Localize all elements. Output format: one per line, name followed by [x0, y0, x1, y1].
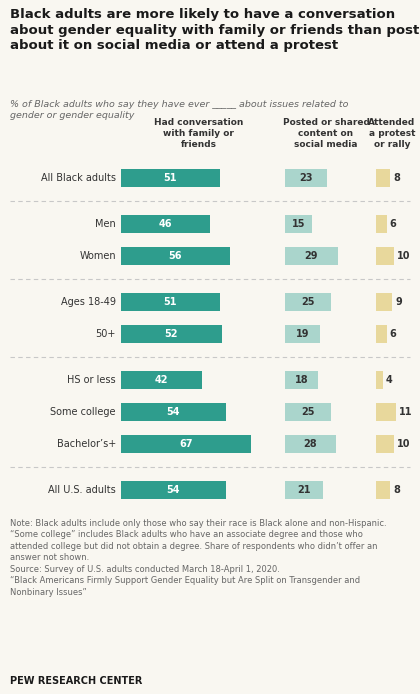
- Bar: [285, 435, 336, 453]
- Bar: [376, 247, 394, 265]
- Bar: [121, 169, 220, 187]
- Text: 18: 18: [294, 375, 308, 385]
- Text: PEW RESEARCH CENTER: PEW RESEARCH CENTER: [10, 676, 142, 686]
- Bar: [285, 371, 318, 389]
- Text: 54: 54: [167, 407, 180, 417]
- Text: 4: 4: [386, 375, 393, 385]
- Bar: [376, 293, 392, 311]
- Text: 42: 42: [155, 375, 168, 385]
- Bar: [285, 215, 312, 233]
- Text: Black adults are more likely to have a conversation
about gender equality with f: Black adults are more likely to have a c…: [10, 8, 419, 52]
- Bar: [285, 169, 327, 187]
- Bar: [285, 293, 331, 311]
- Bar: [285, 481, 323, 499]
- Text: 28: 28: [304, 439, 318, 449]
- Text: 46: 46: [159, 219, 172, 229]
- Bar: [121, 247, 229, 265]
- Text: 6: 6: [390, 219, 396, 229]
- Text: Attended
a protest
or rally: Attended a protest or rally: [368, 118, 416, 149]
- Text: 8: 8: [393, 173, 400, 183]
- Bar: [285, 247, 338, 265]
- Text: 11: 11: [399, 407, 412, 417]
- Bar: [376, 169, 390, 187]
- Bar: [121, 435, 251, 453]
- Bar: [376, 481, 390, 499]
- Text: 54: 54: [167, 485, 180, 495]
- Text: Ages 18-49: Ages 18-49: [61, 297, 116, 307]
- Text: All U.S. adults: All U.S. adults: [48, 485, 116, 495]
- Text: 10: 10: [397, 251, 410, 261]
- Bar: [376, 325, 387, 343]
- Bar: [121, 481, 226, 499]
- Text: 52: 52: [165, 329, 178, 339]
- Text: 51: 51: [164, 173, 177, 183]
- Bar: [376, 435, 394, 453]
- Text: 8: 8: [393, 485, 400, 495]
- Text: Men: Men: [95, 219, 116, 229]
- Bar: [121, 371, 202, 389]
- Text: 21: 21: [297, 485, 311, 495]
- Text: % of Black adults who say they have ever _____ about issues related to
gender or: % of Black adults who say they have ever…: [10, 100, 349, 120]
- Text: Had conversation
with family or
friends: Had conversation with family or friends: [154, 118, 243, 149]
- Bar: [121, 325, 222, 343]
- Text: 25: 25: [301, 407, 315, 417]
- Text: Note: Black adults include only those who say their race is Black alone and non-: Note: Black adults include only those wh…: [10, 519, 387, 597]
- Bar: [376, 371, 383, 389]
- Text: 50+: 50+: [96, 329, 116, 339]
- Text: HS or less: HS or less: [67, 375, 116, 385]
- Bar: [376, 403, 396, 421]
- Text: 15: 15: [292, 219, 305, 229]
- Text: All Black adults: All Black adults: [41, 173, 116, 183]
- Text: 25: 25: [301, 297, 315, 307]
- Text: 23: 23: [299, 173, 313, 183]
- Text: Some college: Some college: [50, 407, 116, 417]
- Bar: [121, 293, 220, 311]
- Text: Posted or shared
content on
social media: Posted or shared content on social media: [283, 118, 370, 149]
- Text: 51: 51: [164, 297, 177, 307]
- Text: 9: 9: [395, 297, 402, 307]
- Text: 6: 6: [390, 329, 396, 339]
- Text: 29: 29: [304, 251, 318, 261]
- Text: 10: 10: [397, 439, 410, 449]
- Text: Bachelor’s+: Bachelor’s+: [57, 439, 116, 449]
- Bar: [285, 325, 320, 343]
- Bar: [121, 403, 226, 421]
- Bar: [285, 403, 331, 421]
- Bar: [376, 215, 387, 233]
- Text: 56: 56: [168, 251, 182, 261]
- Text: 67: 67: [179, 439, 193, 449]
- Text: Women: Women: [79, 251, 116, 261]
- Text: 19: 19: [296, 329, 309, 339]
- Bar: [121, 215, 210, 233]
